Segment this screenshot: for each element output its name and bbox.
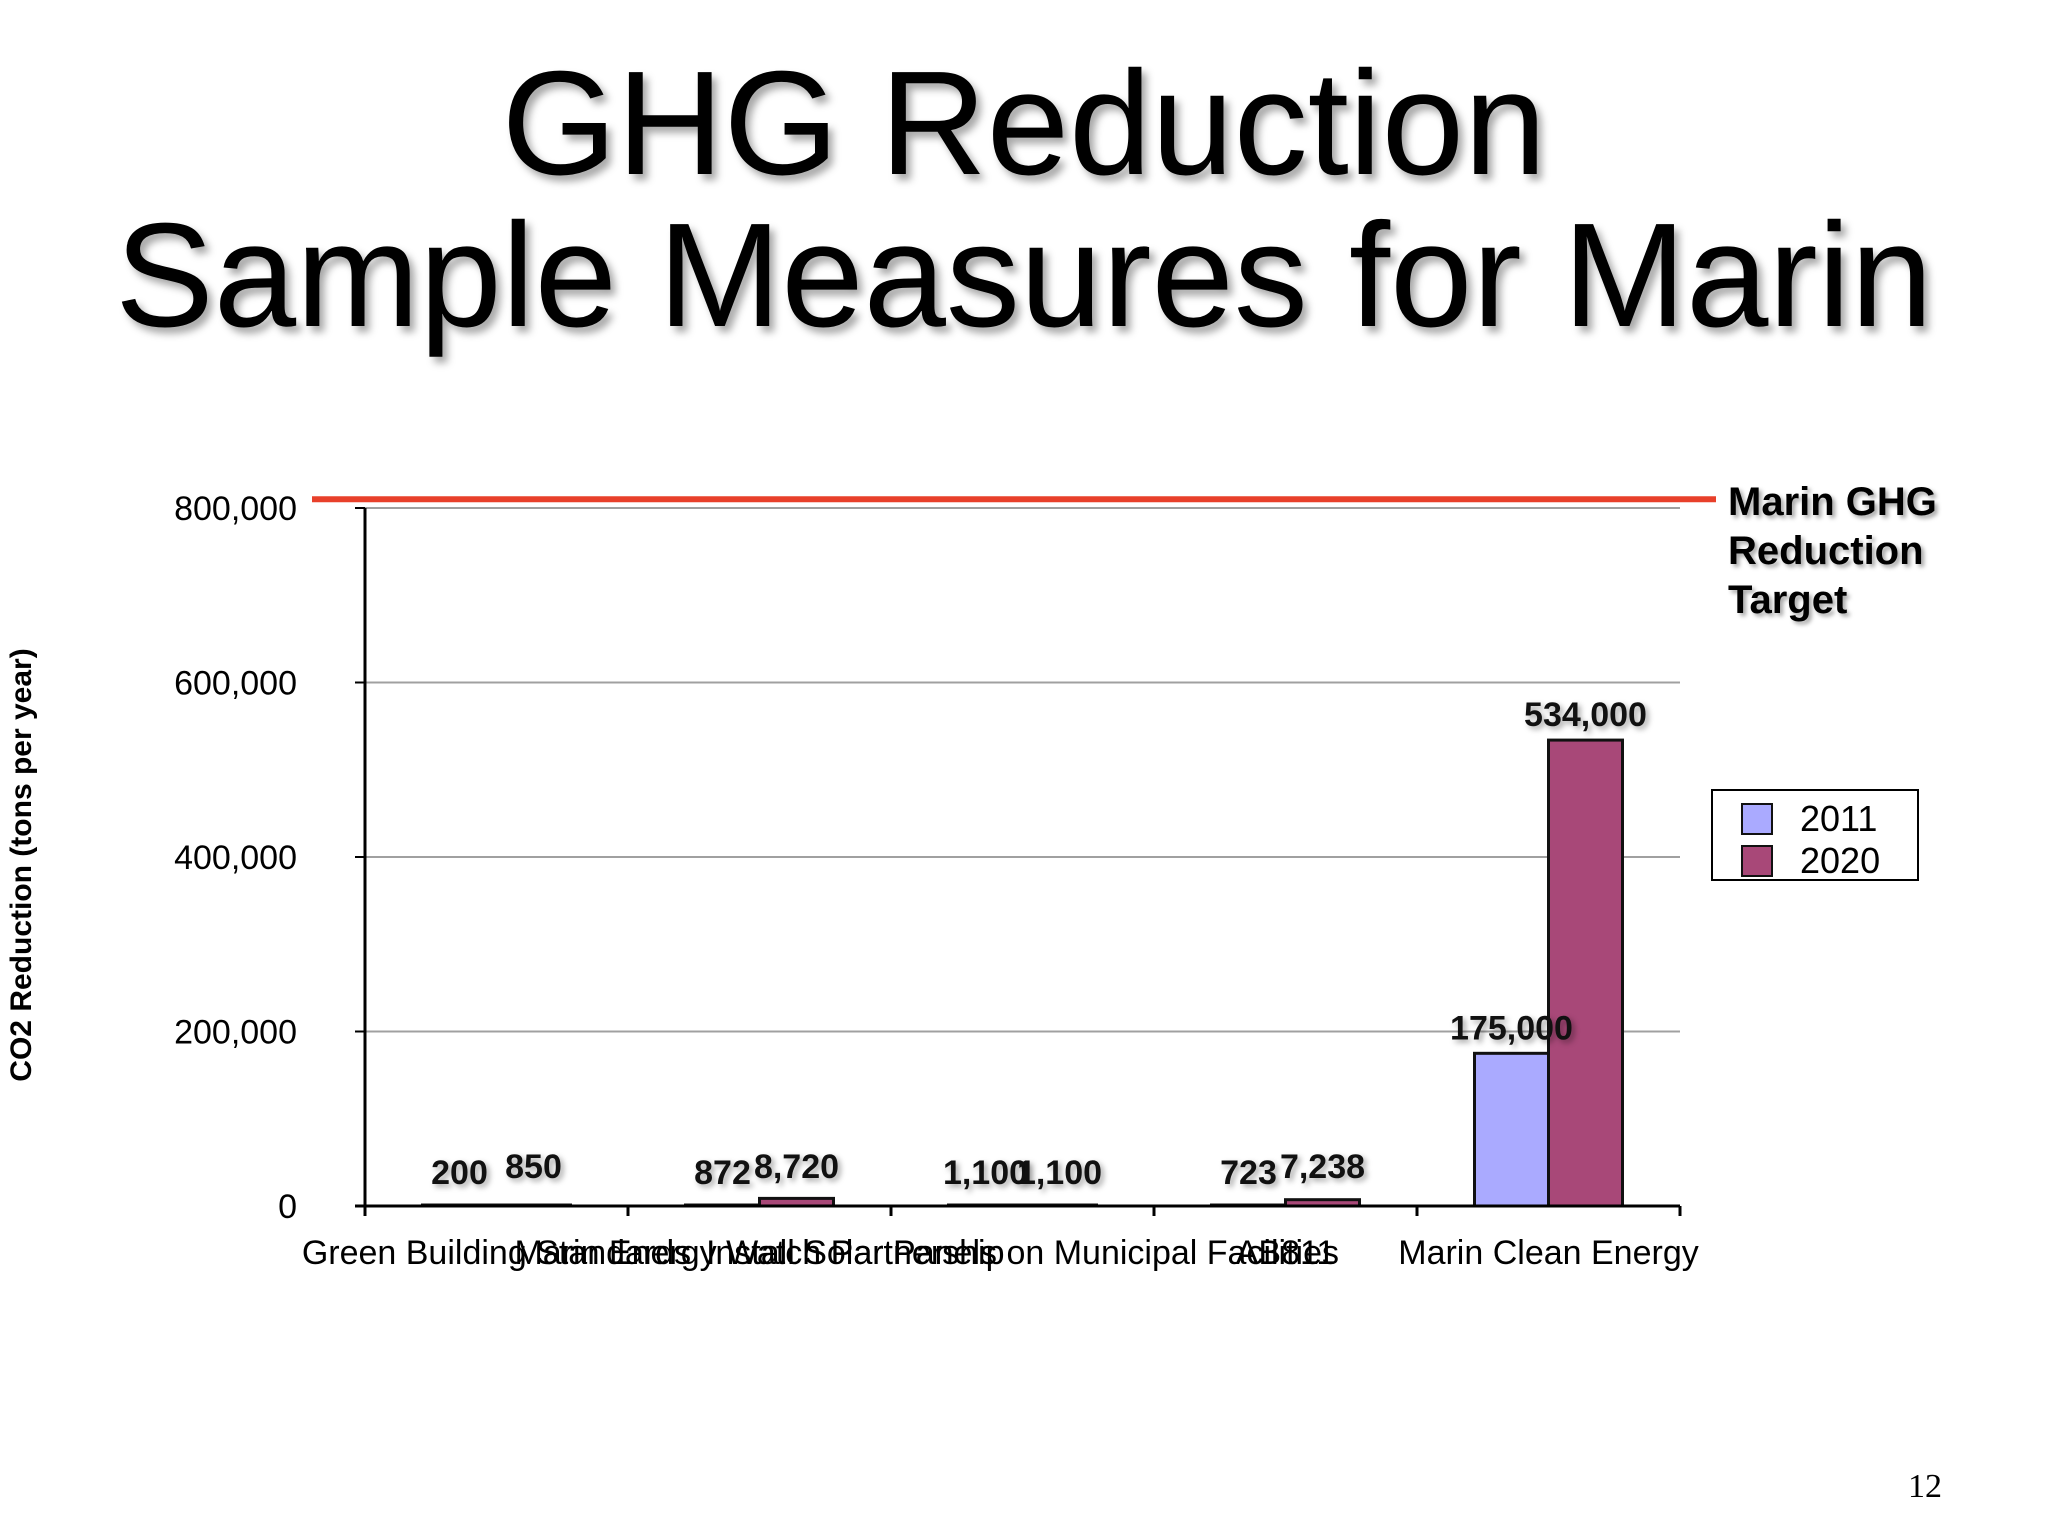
target-label-line-3: Target	[1728, 578, 1848, 622]
y-tick-label: 0	[278, 1188, 297, 1226]
y-tick-label: 200,000	[174, 1014, 297, 1052]
x-tick-label: Install Solar Panels on Municipal Facili…	[706, 1234, 1339, 1272]
slide-title: GHG Reduction Sample Measures for Marin	[0, 48, 2048, 352]
legend-swatch-2011	[1741, 803, 1773, 835]
y-tick-label: 800,000	[174, 490, 297, 528]
bar-2020	[1547, 738, 1624, 1208]
x-tick-label: Marin Energy Watch Partnership	[514, 1234, 1004, 1272]
title-line-2: Sample Measures for Marin	[115, 193, 1933, 358]
target-label: Marin GHG Reduction Target	[1728, 478, 1937, 625]
x-tick-label: Marin Clean Energy	[1398, 1234, 1698, 1272]
data-label: 723	[1220, 1154, 1277, 1192]
x-tick-label: AB811	[1236, 1234, 1336, 1272]
data-label: 8,720	[754, 1148, 839, 1186]
data-label: 872	[694, 1154, 751, 1192]
data-label: 7,238	[1280, 1148, 1365, 1186]
target-label-line-2: Reduction	[1728, 529, 1924, 573]
data-label: 1,100	[943, 1154, 1028, 1192]
legend-label: 2011	[1800, 798, 1877, 839]
bar-2011	[1473, 1051, 1550, 1208]
legend-label: 2020	[1800, 840, 1880, 881]
data-label: 175,000	[1450, 1009, 1573, 1047]
data-label: 534,000	[1524, 696, 1647, 734]
data-label: 200	[431, 1154, 488, 1192]
data-label: 850	[505, 1148, 562, 1186]
y-tick-label: 400,000	[174, 839, 297, 877]
legend-swatch-2020	[1741, 845, 1773, 877]
x-tick-label: Green Building Standards	[302, 1234, 691, 1272]
target-label-line-1: Marin GHG	[1728, 480, 1937, 524]
y-tick-label: 600,000	[174, 665, 297, 703]
data-label: 1,100	[1017, 1154, 1102, 1192]
page-number: 12	[1908, 1468, 1942, 1505]
title-line-1: GHG Reduction	[501, 41, 1547, 206]
